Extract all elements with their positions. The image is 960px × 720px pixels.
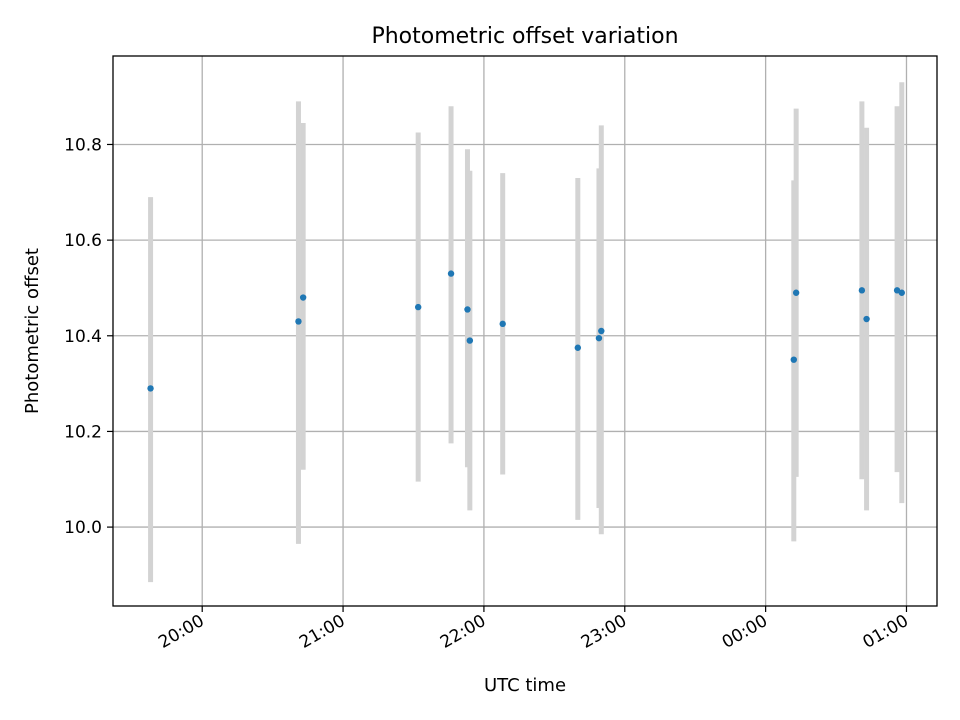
y-tick-label: 10.0 bbox=[64, 518, 102, 538]
grid bbox=[113, 56, 937, 606]
data-point bbox=[147, 385, 154, 392]
data-point bbox=[863, 315, 870, 323]
data-point bbox=[447, 270, 455, 277]
y-axis-label: Photometric offset bbox=[22, 248, 43, 414]
data-point bbox=[414, 303, 422, 311]
data-point bbox=[466, 337, 474, 344]
data-point bbox=[299, 294, 307, 301]
data-point bbox=[858, 287, 866, 294]
data-points bbox=[147, 270, 905, 392]
y-axis-ticks: 10.0 10.2 10.4 10.6 10.8 bbox=[64, 135, 113, 538]
data-point bbox=[464, 306, 471, 313]
y-tick-label: 10.8 bbox=[64, 135, 102, 155]
data-point bbox=[574, 344, 582, 351]
data-point bbox=[898, 289, 905, 296]
data-point bbox=[295, 318, 302, 325]
data-point bbox=[792, 289, 800, 296]
data-point bbox=[790, 356, 797, 363]
y-tick-label: 10.6 bbox=[64, 231, 102, 251]
y-tick-label: 10.4 bbox=[64, 327, 102, 347]
data-point bbox=[595, 334, 603, 342]
plot-frame bbox=[112, 55, 938, 607]
x-axis-label: UTC time bbox=[484, 675, 566, 696]
chart-title: Photometric offset variation bbox=[371, 24, 678, 49]
data-point bbox=[598, 327, 605, 335]
data-point bbox=[499, 320, 506, 328]
y-tick-label: 10.2 bbox=[64, 422, 102, 442]
